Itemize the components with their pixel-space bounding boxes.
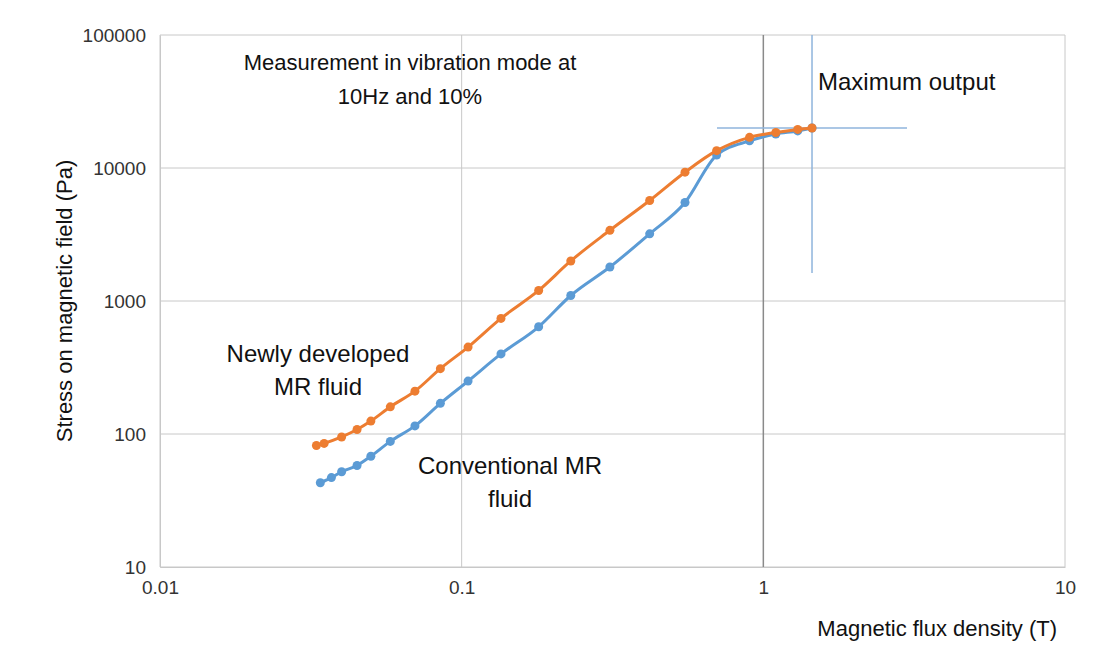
series-marker bbox=[436, 399, 445, 408]
x-axis-title: Magnetic flux density (T) bbox=[817, 616, 1057, 641]
series-line bbox=[320, 128, 812, 483]
chart: 0.01 0.1 1 10 10 100 1000 10000 100000 Stress on … bbox=[0, 0, 1120, 668]
series-marker bbox=[808, 123, 817, 132]
series-marker bbox=[712, 146, 721, 155]
y-axis: 10 100 1000 10000 100000 bbox=[83, 25, 161, 578]
series-label: Conventional MRfluid bbox=[418, 452, 602, 512]
annotation: Measurement in vibration mode at bbox=[244, 50, 577, 75]
y-tick-label: 100 bbox=[114, 424, 146, 445]
max-output-label: Maximum output bbox=[818, 68, 996, 95]
series-marker bbox=[366, 417, 375, 426]
grid-line-x bbox=[1065, 35, 1066, 567]
x-tick: 1 bbox=[759, 567, 770, 598]
y-tick: 10 bbox=[125, 557, 160, 578]
annotation: 10Hz and 10% bbox=[338, 84, 482, 109]
series-line bbox=[316, 128, 812, 446]
y-axis-title: Stress on magnetic field (Pa) bbox=[52, 160, 77, 442]
series-marker bbox=[337, 432, 346, 441]
series-marker bbox=[681, 198, 690, 207]
series-marker bbox=[327, 473, 336, 482]
y-tick: 100 bbox=[114, 424, 160, 445]
series-marker bbox=[534, 286, 543, 295]
series-marker bbox=[534, 322, 543, 331]
series-marker bbox=[386, 402, 395, 411]
series-marker bbox=[436, 364, 445, 373]
series-marker bbox=[410, 421, 419, 430]
series-marker bbox=[496, 349, 505, 358]
series-marker bbox=[605, 226, 614, 235]
labels: Measurement in vibration mode at 10Hz and… bbox=[227, 50, 996, 512]
series-marker bbox=[496, 314, 505, 323]
y-tick-label: 100000 bbox=[83, 25, 146, 46]
grid bbox=[160, 35, 1065, 567]
grid-line-x bbox=[160, 35, 161, 567]
y-tick: 1000 bbox=[104, 291, 160, 312]
x-tick-label: 1 bbox=[759, 577, 770, 598]
series-marker bbox=[410, 387, 419, 396]
x-tick: 0.1 bbox=[449, 567, 475, 598]
y-tick-label: 1000 bbox=[104, 291, 146, 312]
plot-area bbox=[312, 35, 907, 487]
series-marker bbox=[605, 263, 614, 272]
series-marker bbox=[386, 437, 395, 446]
series-marker bbox=[320, 439, 329, 448]
series-marker bbox=[464, 343, 473, 352]
series-marker bbox=[353, 461, 362, 470]
y-tick-label: 10000 bbox=[93, 158, 146, 179]
x-axis-line bbox=[161, 567, 1066, 568]
series-marker bbox=[808, 123, 817, 132]
series-marker bbox=[566, 256, 575, 265]
series-marker bbox=[366, 452, 375, 461]
y-tick: 10000 bbox=[93, 158, 160, 179]
series-marker bbox=[316, 478, 325, 487]
grid-line-x bbox=[763, 35, 765, 567]
grid-line-y bbox=[160, 168, 1065, 169]
x-tick: 0.01 bbox=[142, 567, 179, 598]
x-axis: 0.01 0.1 1 10 bbox=[142, 567, 1076, 598]
series bbox=[316, 123, 817, 487]
series-label: Newly developedMR fluid bbox=[227, 340, 410, 400]
series-marker bbox=[337, 467, 346, 476]
max-output-v-line bbox=[811, 35, 813, 273]
series-marker bbox=[793, 125, 802, 134]
series-marker bbox=[645, 196, 654, 205]
grid-line-y bbox=[160, 567, 1065, 568]
series-marker bbox=[353, 425, 362, 434]
y-tick: 100000 bbox=[83, 25, 160, 46]
series-marker bbox=[745, 133, 754, 142]
series-marker bbox=[681, 168, 690, 177]
series-marker bbox=[464, 377, 473, 386]
grid-line-y bbox=[160, 301, 1065, 302]
y-tick-label: 10 bbox=[125, 557, 146, 578]
y-axis-line bbox=[160, 36, 161, 568]
series-marker bbox=[566, 291, 575, 300]
grid-line-y bbox=[160, 35, 1065, 36]
series-marker bbox=[771, 128, 780, 137]
grid-line-x bbox=[461, 35, 462, 567]
series bbox=[312, 123, 817, 449]
series-marker bbox=[312, 441, 321, 450]
x-tick-label: 0.01 bbox=[142, 577, 179, 598]
grid-line-y bbox=[160, 434, 1065, 435]
x-tick-label: 0.1 bbox=[449, 577, 475, 598]
x-tick: 10 bbox=[1055, 567, 1076, 598]
x-tick-label: 10 bbox=[1055, 577, 1076, 598]
series-marker bbox=[645, 229, 654, 238]
